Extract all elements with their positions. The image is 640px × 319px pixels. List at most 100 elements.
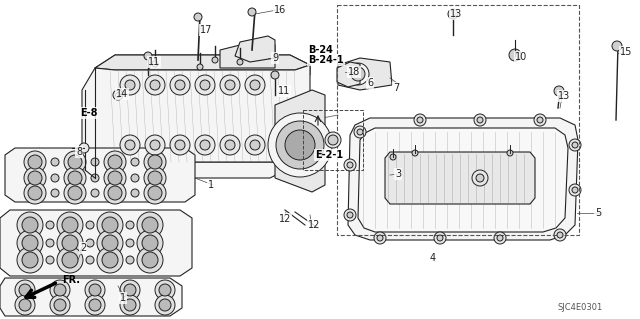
Circle shape	[390, 154, 396, 160]
Polygon shape	[220, 40, 275, 68]
Circle shape	[120, 280, 140, 300]
Polygon shape	[95, 55, 310, 70]
Text: E-8: E-8	[80, 108, 97, 118]
Circle shape	[54, 284, 66, 296]
Circle shape	[194, 13, 202, 21]
Circle shape	[17, 212, 43, 238]
Circle shape	[245, 135, 265, 155]
Text: B-24-1: B-24-1	[308, 55, 344, 65]
Circle shape	[85, 295, 105, 315]
Circle shape	[534, 114, 546, 126]
Circle shape	[351, 67, 365, 81]
Text: 10: 10	[515, 52, 527, 62]
Circle shape	[102, 217, 118, 233]
Text: 16: 16	[274, 5, 286, 15]
Circle shape	[412, 150, 418, 156]
Circle shape	[86, 221, 94, 229]
Polygon shape	[0, 210, 192, 276]
Circle shape	[51, 189, 59, 197]
Circle shape	[554, 229, 566, 241]
Polygon shape	[5, 148, 195, 202]
Circle shape	[220, 75, 240, 95]
Circle shape	[414, 114, 426, 126]
Circle shape	[17, 247, 43, 273]
Circle shape	[131, 158, 139, 166]
Circle shape	[271, 71, 279, 79]
Circle shape	[19, 284, 31, 296]
Text: 11: 11	[148, 57, 160, 67]
Circle shape	[46, 239, 54, 247]
Circle shape	[569, 184, 581, 196]
Circle shape	[125, 140, 135, 150]
Circle shape	[86, 239, 94, 247]
Circle shape	[97, 230, 123, 256]
Circle shape	[357, 129, 363, 135]
Circle shape	[250, 80, 260, 90]
Circle shape	[124, 299, 136, 311]
Polygon shape	[358, 128, 568, 232]
Circle shape	[108, 186, 122, 200]
Circle shape	[572, 142, 578, 148]
Circle shape	[104, 182, 126, 204]
Circle shape	[344, 209, 356, 221]
Circle shape	[148, 171, 162, 185]
Circle shape	[62, 235, 78, 251]
Circle shape	[472, 170, 488, 186]
Polygon shape	[275, 90, 325, 192]
Circle shape	[50, 295, 70, 315]
Circle shape	[434, 232, 446, 244]
Circle shape	[19, 299, 31, 311]
Polygon shape	[0, 278, 182, 316]
Circle shape	[115, 93, 120, 98]
Text: 12: 12	[308, 220, 321, 230]
Circle shape	[102, 235, 118, 251]
Circle shape	[137, 212, 163, 238]
Circle shape	[152, 61, 158, 67]
Polygon shape	[235, 36, 275, 62]
Circle shape	[150, 80, 160, 90]
Text: 3: 3	[395, 169, 401, 179]
Circle shape	[195, 135, 215, 155]
Circle shape	[108, 171, 122, 185]
Circle shape	[24, 182, 46, 204]
Circle shape	[509, 49, 521, 61]
Circle shape	[137, 230, 163, 256]
Circle shape	[170, 135, 190, 155]
Circle shape	[377, 235, 383, 241]
Circle shape	[142, 235, 158, 251]
Polygon shape	[82, 55, 310, 178]
Text: 8: 8	[76, 147, 82, 157]
Circle shape	[142, 217, 158, 233]
Circle shape	[15, 280, 35, 300]
Circle shape	[268, 113, 332, 177]
Circle shape	[113, 90, 123, 100]
Circle shape	[24, 151, 46, 173]
Circle shape	[28, 155, 42, 169]
Circle shape	[126, 256, 134, 264]
Circle shape	[22, 217, 38, 233]
Text: 14: 14	[116, 89, 128, 99]
Circle shape	[145, 135, 165, 155]
Text: 6: 6	[367, 78, 373, 88]
Circle shape	[507, 150, 513, 156]
Circle shape	[104, 167, 126, 189]
Circle shape	[120, 75, 140, 95]
Circle shape	[197, 64, 203, 70]
Circle shape	[477, 117, 483, 123]
Circle shape	[448, 9, 458, 19]
Text: 18: 18	[348, 67, 360, 77]
Circle shape	[225, 140, 235, 150]
Circle shape	[497, 235, 503, 241]
Circle shape	[120, 135, 140, 155]
Text: E-2-1: E-2-1	[315, 150, 343, 160]
Circle shape	[200, 80, 210, 90]
Circle shape	[195, 75, 215, 95]
Circle shape	[64, 182, 86, 204]
Circle shape	[537, 117, 543, 123]
Circle shape	[474, 114, 486, 126]
Circle shape	[248, 8, 256, 16]
Circle shape	[225, 80, 235, 90]
Circle shape	[220, 135, 240, 155]
Text: 4: 4	[430, 253, 436, 263]
Text: 17: 17	[200, 25, 212, 35]
